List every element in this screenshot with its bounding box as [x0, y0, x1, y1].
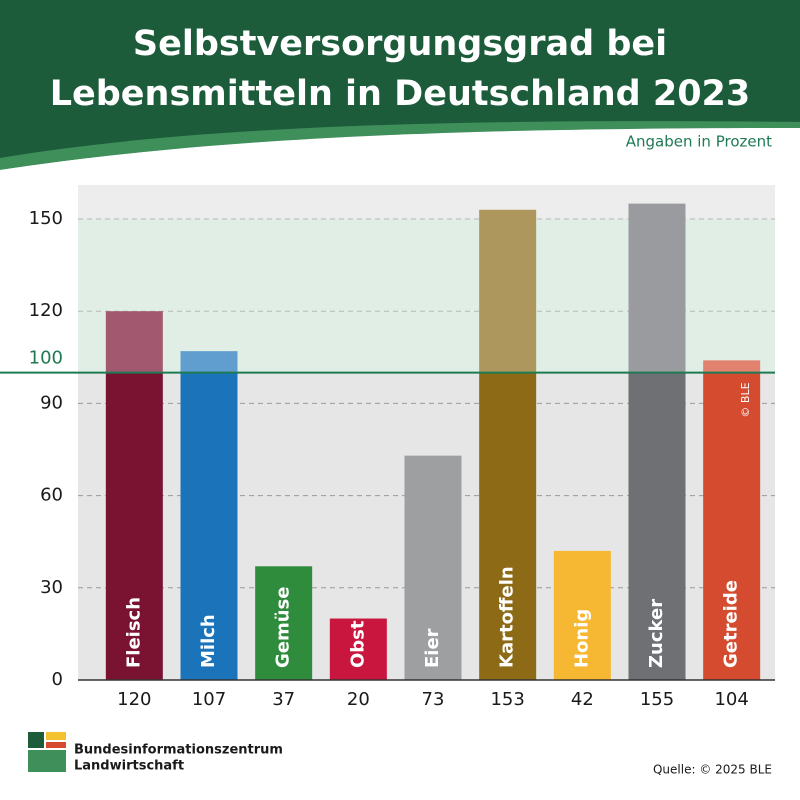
header-swoosh	[0, 121, 800, 170]
logo-block	[28, 750, 66, 772]
value-label: 155	[640, 689, 674, 710]
y-tick-label: 30	[40, 577, 63, 598]
category-label: Eier	[422, 628, 443, 668]
reference-label: 100	[29, 348, 63, 369]
value-label: 37	[272, 689, 295, 710]
plot: 0 30 60 90 120 150 Fleisch 120 Milch 107 Gemüse 37 O…	[0, 179, 775, 710]
category-label: Fleisch	[123, 597, 144, 668]
logo	[28, 732, 66, 772]
value-label: 153	[490, 689, 524, 710]
bar	[329, 618, 387, 680]
category-label: Gemüse	[273, 587, 294, 668]
y-tick-label: 60	[40, 485, 63, 506]
value-label: 42	[571, 689, 594, 710]
category-label: Obst	[347, 620, 368, 668]
logo-block	[46, 742, 66, 748]
source: Quelle: © 2025 BLE	[653, 763, 772, 777]
bar	[255, 566, 313, 680]
value-label: 20	[347, 689, 370, 710]
category-label: Getreide	[721, 580, 742, 668]
y-tick-label: 90	[40, 392, 63, 413]
bar	[180, 351, 238, 680]
bar	[628, 203, 686, 680]
bar	[703, 360, 761, 680]
watermark: © BLE	[739, 382, 752, 417]
chart-title: Selbstversorgungsgrad bei	[133, 24, 667, 64]
chart-title: Lebensmitteln in Deutschland 2023	[50, 74, 751, 114]
value-label: 107	[192, 689, 226, 710]
y-tick-label: 150	[29, 208, 63, 229]
category-label: Milch	[198, 614, 219, 668]
subtitle: Angaben in Prozent	[626, 133, 772, 151]
category-label: Honig	[571, 609, 592, 668]
category-label: Zucker	[646, 599, 667, 668]
y-tick-label: 120	[29, 300, 63, 321]
logo-text: Landwirtschaft	[74, 759, 184, 774]
category-label: Kartoffeln	[497, 566, 518, 668]
bar	[553, 550, 611, 680]
bar	[479, 209, 537, 680]
logo-text: Bundesinformationszentrum	[74, 743, 283, 758]
logo-block	[28, 732, 44, 748]
logo-block	[46, 732, 66, 740]
bar	[404, 455, 462, 680]
value-label: 104	[714, 689, 748, 710]
y-tick-label: 0	[52, 669, 63, 690]
value-label: 120	[117, 689, 151, 710]
value-label: 73	[422, 689, 445, 710]
surplus-overlay	[78, 179, 775, 373]
